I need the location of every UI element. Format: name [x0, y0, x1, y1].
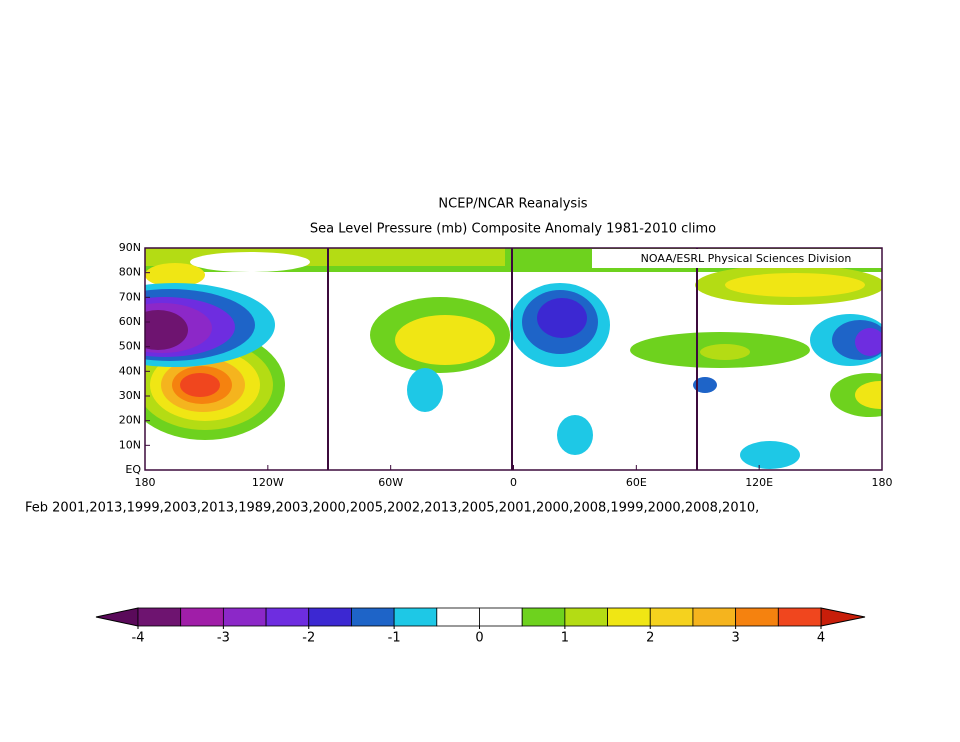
colorbar-label: 2: [646, 631, 654, 646]
colorbar-box: [180, 607, 224, 627]
colorbar-label: 1: [561, 631, 569, 646]
y-tick-label: 40N: [119, 364, 141, 377]
x-tick-label: 120W: [252, 476, 284, 489]
y-tick-label: EQ: [125, 463, 141, 476]
colorbar-box: [521, 607, 566, 627]
x-tick-label: 180: [135, 476, 156, 489]
colorbar-label: -3: [217, 631, 230, 646]
colorbar-box: [649, 607, 694, 627]
anomaly-field: [145, 248, 882, 470]
colorbar-label: -2: [302, 631, 315, 646]
colorbar-box: [735, 607, 779, 627]
colorbar-label: 0: [475, 631, 483, 646]
y-tick-label: 50N: [119, 340, 141, 353]
colorbar-box: [222, 607, 267, 627]
colorbar-box: [393, 607, 438, 627]
x-tick-label: 180: [872, 476, 893, 489]
subtitle: Sea Level Pressure (mb) Composite Anomal…: [310, 222, 716, 237]
colorbar-box: [265, 607, 310, 627]
y-tick-label: 60N: [119, 315, 141, 328]
composite-label: Feb 2001,2013,1999,2003,2013,1989,2003,2…: [25, 501, 759, 516]
y-tick-label: 10N: [119, 438, 141, 451]
colorbar-box: [692, 607, 737, 627]
y-tick-label: 80N: [119, 266, 141, 279]
colorbar-under: [95, 607, 139, 627]
x-tick-label: 60W: [378, 476, 403, 489]
x-tick-label: 0: [510, 476, 517, 489]
y-tick-label: 70N: [119, 290, 141, 303]
y-tick-label: 30N: [119, 389, 141, 402]
colorbar-box: [351, 607, 395, 627]
credit: NOAA/ESRL Physical Sciences Division: [641, 252, 852, 265]
colorbar-label: -4: [132, 631, 145, 646]
colorbar-box: [137, 607, 182, 627]
colorbar-box: [564, 607, 608, 627]
y-tick-label: 90N: [119, 241, 141, 254]
colorbar-label: 3: [731, 631, 739, 646]
x-tick-label: 120E: [745, 476, 773, 489]
colorbar-label: 4: [817, 631, 825, 646]
title: NCEP/NCAR Reanalysis: [438, 197, 587, 212]
x-tick-label: 60E: [626, 476, 647, 489]
colorbar-label: -1: [388, 631, 401, 646]
colorbar-box: [436, 607, 480, 627]
colorbar-box: [308, 607, 352, 627]
colorbar-box: [607, 607, 651, 627]
colorbar-box: [479, 607, 523, 627]
colorbar-over: [820, 607, 866, 627]
y-tick-label: 20N: [119, 414, 141, 427]
colorbar-box: [777, 607, 822, 627]
